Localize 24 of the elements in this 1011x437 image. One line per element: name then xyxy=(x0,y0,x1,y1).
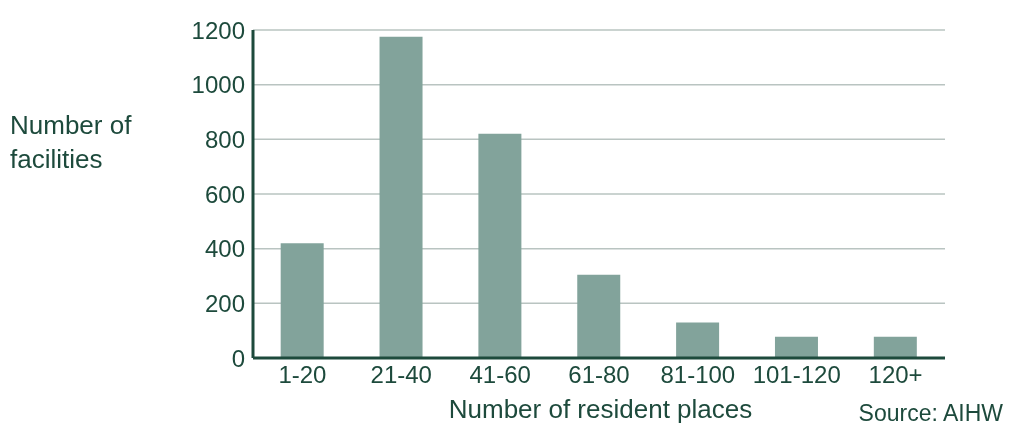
source-note: Source: AIHW xyxy=(858,400,1003,427)
y-tick-label: 1000 xyxy=(191,71,245,99)
x-tick-label: 21-40 xyxy=(370,361,432,389)
x-axis-title: Number of resident places xyxy=(448,394,753,424)
bar xyxy=(774,336,818,358)
bar xyxy=(478,133,522,358)
y-tick-label: 200 xyxy=(204,289,245,317)
y-axis-title: Number of facilities xyxy=(10,109,132,176)
x-tick-label: 120+ xyxy=(868,361,923,389)
y-tick-label: 800 xyxy=(204,125,245,153)
bar xyxy=(873,336,917,358)
bar xyxy=(577,274,621,358)
bar xyxy=(676,322,720,358)
y-tick-label: 0 xyxy=(231,344,245,372)
y-tick-label: 1200 xyxy=(191,16,245,44)
y-tick-label: 600 xyxy=(204,180,245,208)
x-tick-label: 101-120 xyxy=(752,361,841,389)
x-tick-label: 1-20 xyxy=(278,361,327,389)
bar xyxy=(379,36,423,358)
x-tick-label: 61-80 xyxy=(568,361,630,389)
x-tick-label: 41-60 xyxy=(469,361,531,389)
bar xyxy=(280,243,324,358)
y-tick-label: 400 xyxy=(204,235,245,263)
x-tick-label: 81-100 xyxy=(660,361,736,389)
